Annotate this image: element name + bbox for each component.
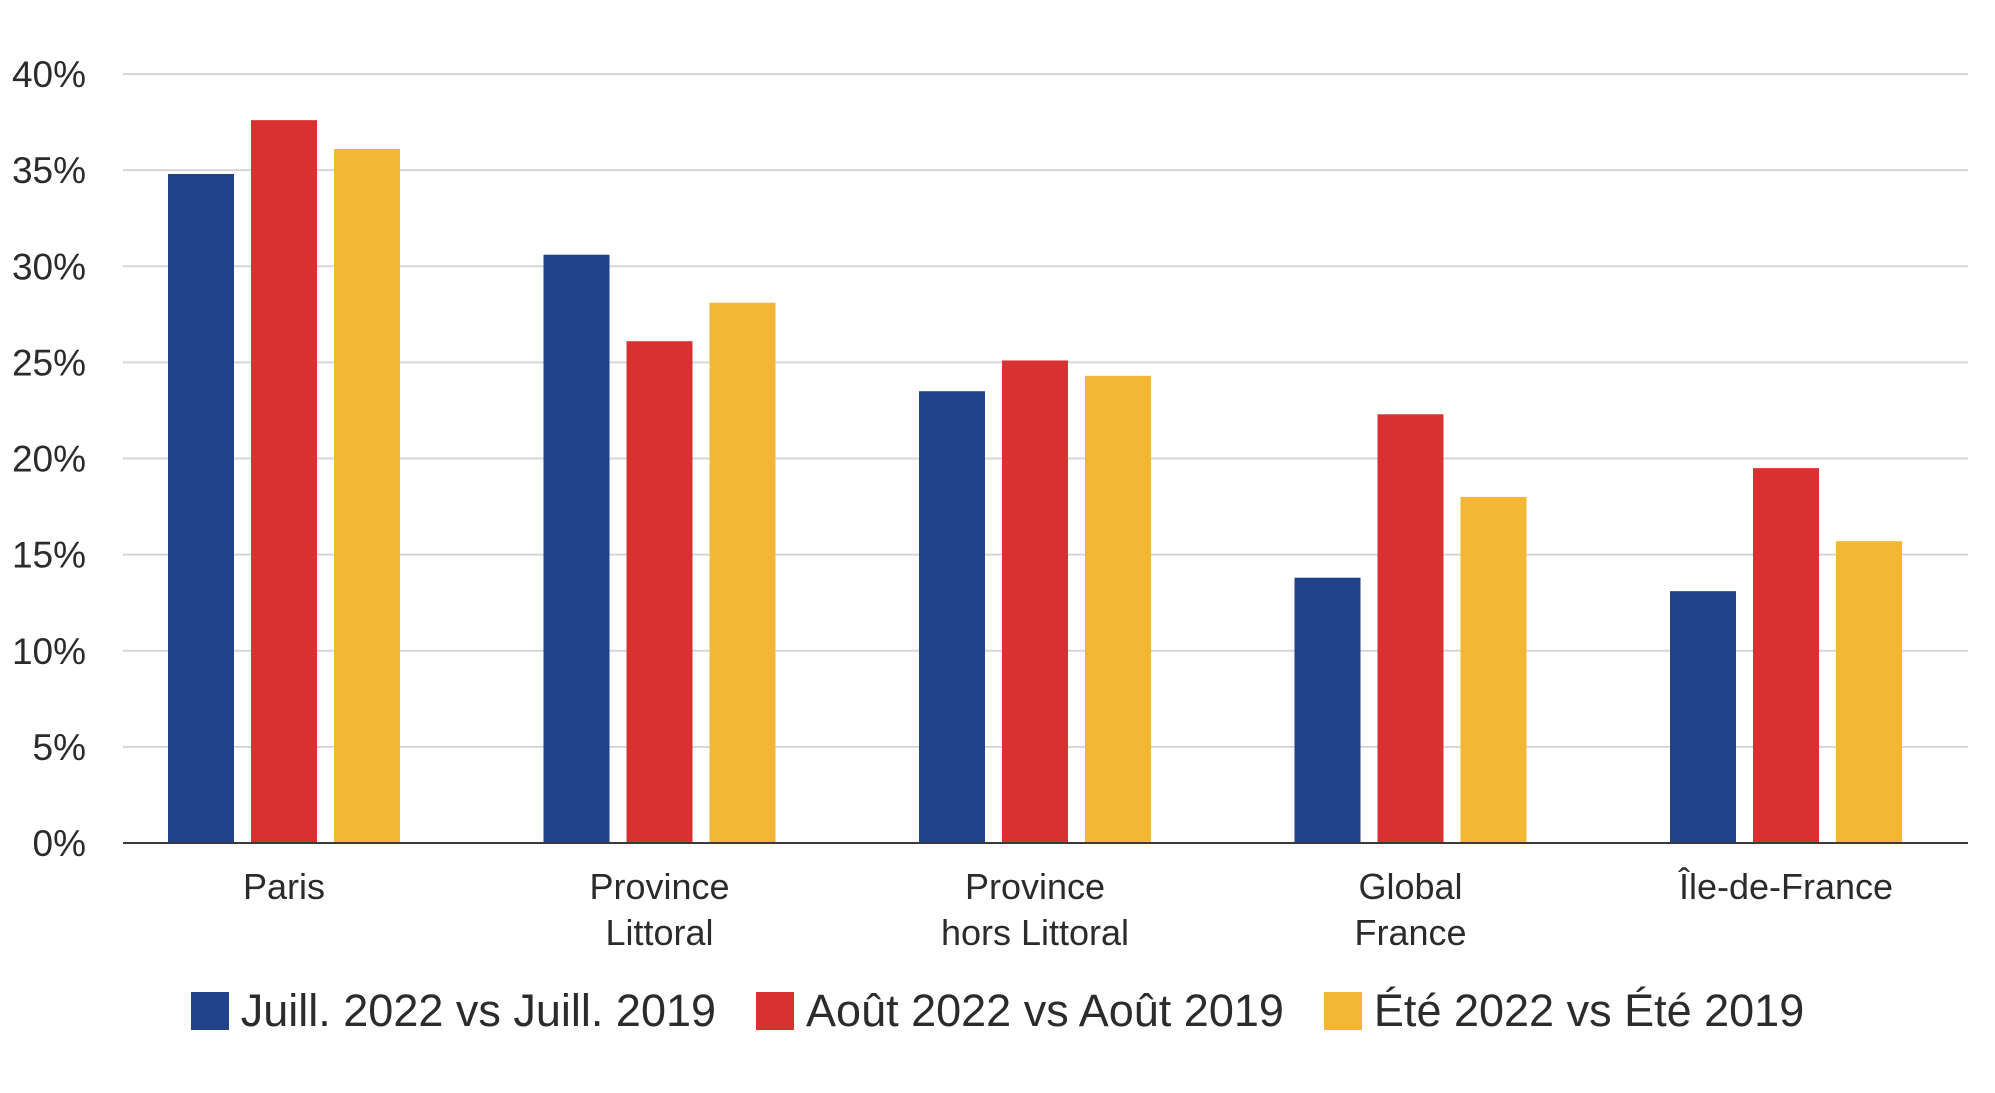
y-tick-label: 15% (12, 535, 86, 576)
category-label: Île-de-France (1678, 866, 1893, 907)
bar (709, 302, 776, 844)
category-label: France (1354, 912, 1466, 953)
legend-label: Juill. 2022 vs Juill. 2019 (240, 985, 717, 1036)
bars (168, 120, 1902, 844)
bar (1294, 577, 1361, 843)
legend-label: Été 2022 vs Été 2019 (1373, 985, 1805, 1036)
legend: Juill. 2022 vs Juill. 2019 Août 2022 vs A… (0, 985, 1995, 1037)
legend-item: Été 2022 vs Été 2019 (1323, 985, 1805, 1037)
bar (168, 173, 234, 844)
bar (919, 391, 985, 843)
bar (1753, 468, 1819, 843)
y-tick-label: 5% (33, 727, 86, 768)
bar (626, 341, 693, 843)
category-labels: Paris Province Littoral Province hors Littor… (243, 866, 1893, 953)
bar (1002, 360, 1068, 843)
bar (1670, 591, 1736, 843)
category-label: Province (965, 866, 1105, 907)
bar (251, 120, 317, 843)
legend-swatch (756, 992, 795, 1030)
y-tick-label: 0% (33, 823, 86, 864)
y-tick-label: 25% (12, 342, 86, 383)
category-label: Province (589, 866, 729, 907)
category-label: Paris (243, 866, 325, 907)
bar (1085, 375, 1151, 843)
legend-label: Août 2022 vs Août 2019 (806, 985, 1284, 1036)
legend-item: Juill. 2022 vs Juill. 2019 (190, 985, 717, 1037)
bar (334, 148, 400, 844)
bar (1460, 496, 1527, 843)
category-label: Littoral (605, 912, 713, 953)
bar-chart: 0% 5% 10% 15% 20% 25% 30% 35% 40% Paris Province L… (12, 54, 1968, 953)
y-tick-label: 30% (12, 246, 86, 287)
y-tick-label: 35% (12, 150, 86, 191)
bar (1377, 414, 1444, 843)
category-label: Global (1358, 866, 1462, 907)
y-tick-label: 20% (12, 439, 86, 480)
bar (543, 254, 610, 844)
bar (1836, 541, 1902, 843)
y-tick-label: 40% (12, 54, 86, 95)
y-tick-label: 10% (12, 631, 86, 672)
legend-item: Août 2022 vs Août 2019 (756, 985, 1284, 1037)
legend-swatch (190, 992, 229, 1030)
legend-swatch (1323, 992, 1362, 1030)
y-axis-ticks: 0% 5% 10% 15% 20% 25% 30% 35% 40% (12, 54, 86, 864)
category-label: hors Littoral (941, 912, 1129, 953)
